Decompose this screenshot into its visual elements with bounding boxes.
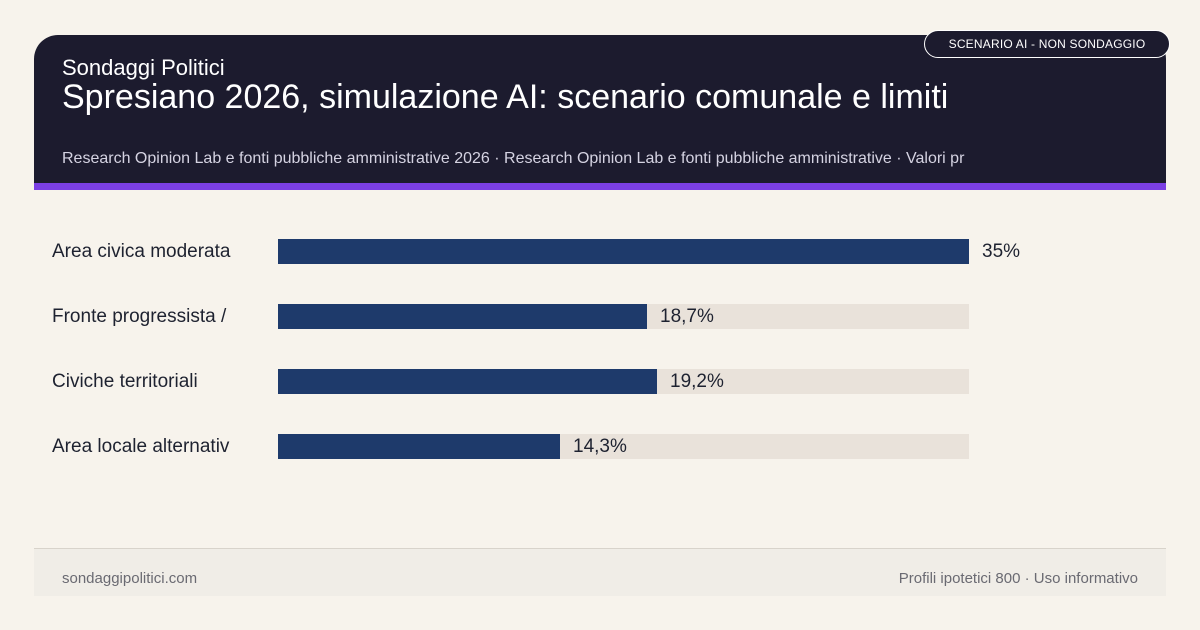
bar-track (278, 434, 969, 459)
page-subtitle: Research Opinion Lab e fonti pubbliche a… (62, 150, 965, 167)
page-title: Spresiano 2026, simulazione AI: scenario… (62, 78, 949, 116)
footer: sondaggipolitici.com Profili ipotetici 8… (34, 548, 1166, 596)
bar-label: Civiche territoriali (52, 371, 198, 392)
bar-row: Civiche territoriali 19,2% (0, 369, 1200, 394)
bar (278, 434, 560, 459)
bar-value-label: 14,3% (573, 436, 627, 457)
bar-row: Area locale alternativ 14,3% (0, 434, 1200, 459)
bar-row: Area civica moderata 35% (0, 239, 1200, 264)
bar (278, 369, 657, 394)
bar-row: Fronte progressista / 18,7% (0, 304, 1200, 329)
bar-value-label: 19,2% (670, 371, 724, 392)
bar (278, 304, 647, 329)
bar-value-label: 35% (982, 241, 1021, 262)
bar-track (278, 369, 969, 394)
bar-label: Fronte progressista / (52, 306, 227, 327)
bar-value-label: 18,7% (660, 306, 714, 327)
bar-track (278, 304, 969, 329)
header-banner: Sondaggi Politici Spresiano 2026, simula… (34, 35, 1166, 183)
bar (278, 239, 969, 264)
brand-name: Sondaggi Politici (62, 55, 225, 80)
bar-track (278, 239, 969, 264)
accent-divider (34, 183, 1166, 190)
scenario-badge: SCENARIO AI - NON SONDAGGIO (924, 30, 1170, 58)
bar-label: Area civica moderata (52, 241, 231, 262)
bar-label: Area locale alternativ (52, 436, 230, 457)
footer-site: sondaggipolitici.com (62, 570, 198, 587)
footer-note: Profili ipotetici 800 · Uso informativo (898, 570, 1138, 587)
